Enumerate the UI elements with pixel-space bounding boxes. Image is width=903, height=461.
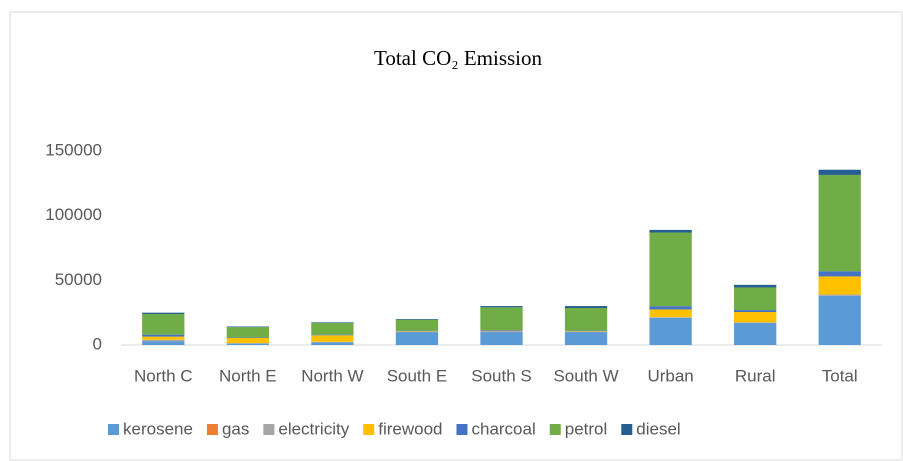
bar-segment — [564, 331, 608, 333]
x-tick-label: North E — [219, 366, 277, 385]
bar-segment — [311, 342, 354, 345]
bar-segment — [226, 343, 269, 345]
bar-segment — [226, 337, 269, 344]
bar-segment — [480, 307, 523, 330]
bar-segment — [564, 306, 608, 309]
bar-segment — [649, 317, 692, 318]
chart-title: Total CO₂ Emission — [374, 46, 543, 70]
legend-label: firewood — [378, 419, 442, 438]
bar-segment — [818, 169, 861, 175]
legend-label: petrol — [565, 419, 608, 438]
bar-segment — [649, 309, 692, 318]
bar-segment — [564, 308, 608, 331]
bar-segment — [480, 329, 523, 331]
x-tick-label: South W — [553, 366, 618, 385]
x-tick-label: South E — [387, 366, 448, 385]
bar-segment — [818, 294, 861, 296]
legend-swatch — [456, 424, 468, 435]
bar-segment — [395, 319, 439, 331]
bar-segment — [142, 313, 185, 335]
bar-segment — [734, 323, 777, 345]
bar-segment — [395, 332, 439, 345]
bar-segment — [142, 312, 185, 314]
bar-segment — [818, 271, 861, 277]
legend-label: diesel — [636, 419, 680, 438]
x-tick-label: North C — [134, 366, 193, 385]
bar-segment — [142, 336, 185, 340]
legend-swatch — [363, 424, 375, 435]
bar-segment — [226, 326, 269, 328]
bar-segment — [480, 332, 523, 345]
bar-segment — [734, 287, 777, 311]
y-tick-label: 150000 — [45, 140, 102, 159]
bar-segment — [142, 334, 185, 337]
x-tick-label: North W — [301, 366, 363, 385]
bar-segment — [480, 306, 523, 308]
bar-segment — [395, 331, 439, 333]
bar-segment — [649, 229, 692, 233]
legend-label: electricity — [278, 419, 349, 438]
bar-segment — [734, 312, 777, 323]
bar-segment — [818, 276, 861, 295]
bar-segment — [564, 332, 608, 345]
x-tick-label: Total — [822, 366, 858, 385]
bar-segment — [311, 322, 354, 324]
bar-segment — [734, 322, 777, 324]
bar-segment — [649, 232, 692, 307]
legend-label: gas — [222, 419, 249, 438]
bar-segment — [395, 319, 439, 320]
x-tick-label: South S — [471, 366, 532, 385]
legend-swatch — [263, 424, 275, 435]
bar-segment — [818, 295, 861, 345]
bar-segment — [649, 306, 692, 310]
bar-segment — [480, 331, 523, 333]
legend-swatch — [549, 424, 561, 435]
legend-swatch — [206, 424, 218, 435]
bar-segment — [734, 284, 777, 288]
legend-swatch — [108, 424, 119, 435]
bar-segment — [311, 335, 354, 342]
bar-segment — [311, 334, 354, 336]
chart-frame — [9, 11, 903, 461]
legend-label: charcoal — [471, 419, 535, 438]
bar-segment — [142, 341, 185, 345]
y-tick-label: 100000 — [45, 205, 102, 224]
x-tick-label: Urban — [647, 366, 693, 385]
y-tick-label: 50000 — [55, 270, 102, 289]
bar-segment — [734, 310, 777, 313]
legend-label: kerosene — [123, 419, 193, 438]
y-tick-label: 0 — [93, 334, 102, 353]
bar-segment — [142, 339, 185, 342]
bar-segment — [226, 343, 269, 344]
bar-segment — [649, 317, 692, 345]
bar-segment — [818, 174, 861, 272]
legend-swatch — [621, 424, 633, 435]
x-tick-label: Rural — [735, 366, 776, 385]
bar-segment — [311, 323, 354, 335]
bar-segment — [226, 327, 269, 338]
bar-segment — [311, 341, 354, 343]
